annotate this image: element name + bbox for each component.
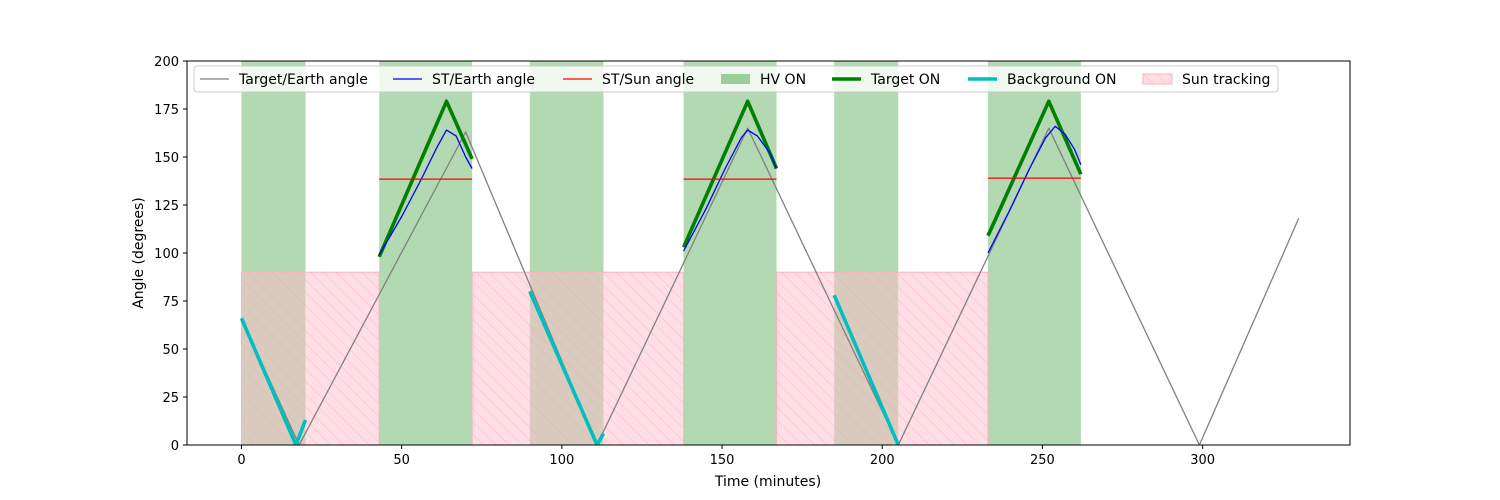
legend: Target/Earth angle ST/Earth angle ST/Sun a…	[193, 65, 1279, 93]
background-on-line	[528, 290, 606, 445]
x-tick-label: 0	[237, 453, 245, 468]
x-tick-label: 50	[393, 453, 410, 468]
st-earth-line	[378, 129, 473, 256]
y-tick-label: 75	[162, 295, 179, 310]
legend-label: HV ON	[760, 72, 806, 88]
sun-tracking-hatch	[241, 272, 380, 445]
legend-swatch-hatch	[1143, 74, 1172, 84]
x-tick-label: 100	[549, 453, 574, 468]
y-tick-label: 125	[154, 199, 179, 214]
sun-tracking-edge	[240, 271, 380, 445]
legend-swatch	[721, 74, 750, 84]
sun-tracking-hatch	[472, 272, 684, 445]
hv-on-band	[987, 61, 1081, 445]
sun-tracking-hatch	[776, 272, 988, 445]
target-on-line	[377, 99, 474, 258]
legend-label: Target/Earth angle	[238, 72, 368, 88]
y-axis: 0 25 50 75 100 125 150 175 200	[154, 55, 187, 454]
y-tick-label: 50	[162, 343, 179, 358]
x-tick-label: 250	[1030, 453, 1055, 468]
legend-frame	[193, 65, 1279, 93]
legend-label: Sun tracking	[1182, 72, 1270, 88]
background-on-line	[832, 294, 900, 445]
legend-label: Background ON	[1007, 72, 1116, 88]
y-axis-label: Angle (degrees)	[131, 197, 147, 309]
x-axis: 0 50 100 150 200 250 300	[237, 445, 1215, 468]
y-tick-label: 200	[154, 55, 179, 70]
y-tick-label: 150	[154, 151, 179, 166]
y-tick-label: 0	[171, 439, 179, 454]
target-earth-line	[240, 127, 1300, 445]
x-tick-label: 200	[870, 453, 895, 468]
legend-label: ST/Sun angle	[602, 72, 694, 88]
y-tick-label: 175	[154, 103, 179, 118]
legend-label: Target ON	[870, 72, 940, 88]
plot-area	[239, 61, 1300, 445]
background-on-line	[239, 317, 308, 445]
st-earth-line	[987, 125, 1082, 254]
hv-on-band	[379, 61, 473, 445]
hv-on-band	[683, 61, 777, 445]
sun-tracking-edge	[776, 271, 989, 445]
x-tick-label: 150	[710, 453, 735, 468]
target-on-line	[681, 99, 779, 248]
x-axis-label: Time (minutes)	[714, 474, 821, 490]
target-on-line	[986, 99, 1083, 237]
st-earth-line	[683, 129, 778, 252]
y-tick-label: 100	[154, 247, 179, 262]
y-tick-label: 25	[162, 391, 179, 406]
sun-tracking-edge	[471, 271, 685, 445]
x-tick-label: 300	[1190, 453, 1215, 468]
legend-label: ST/Earth angle	[432, 72, 535, 88]
